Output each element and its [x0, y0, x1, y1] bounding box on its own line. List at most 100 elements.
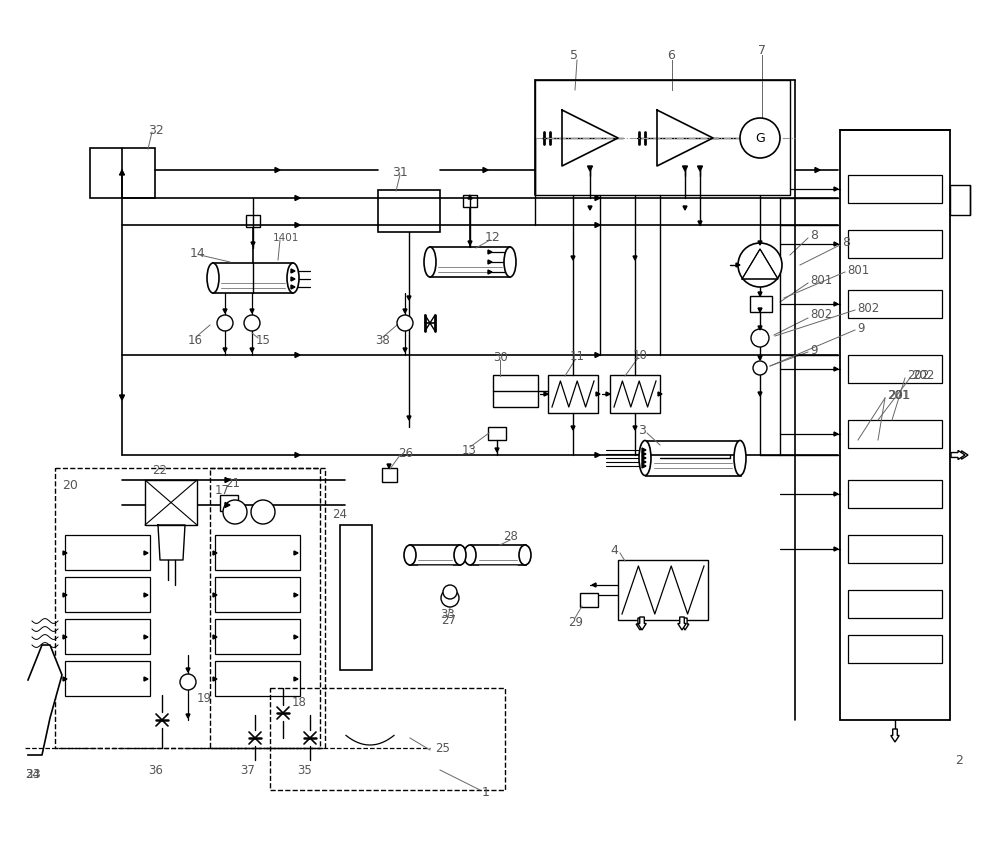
Bar	[463, 195, 477, 207]
Polygon shape	[742, 249, 778, 279]
Text: 23: 23	[25, 769, 41, 781]
Circle shape	[217, 315, 233, 331]
Bar	[246, 215, 260, 227]
Polygon shape	[294, 635, 298, 639]
Polygon shape	[291, 285, 295, 289]
Text: 9: 9	[810, 343, 818, 357]
Text: 14: 14	[190, 246, 206, 260]
FancyArrow shape	[681, 618, 689, 630]
Bar	[340, 525, 372, 670]
Bar	[215, 535, 300, 570]
Polygon shape	[834, 432, 838, 436]
Polygon shape	[403, 309, 407, 313]
Polygon shape	[144, 677, 148, 681]
Polygon shape	[403, 348, 407, 352]
Bar	[848, 355, 942, 383]
Polygon shape	[595, 223, 600, 228]
Polygon shape	[758, 356, 762, 360]
Polygon shape	[294, 677, 298, 681]
Text: G: G	[755, 131, 765, 145]
Polygon shape	[63, 593, 67, 597]
Text: 28: 28	[503, 531, 518, 543]
Polygon shape	[63, 551, 67, 555]
Text: 25: 25	[435, 742, 450, 754]
Bar	[215, 619, 300, 654]
Bar	[488, 427, 506, 440]
Polygon shape	[213, 551, 217, 555]
Bar	[610, 375, 660, 413]
FancyArrow shape	[951, 451, 965, 459]
Bar	[215, 661, 300, 696]
Text: 22: 22	[152, 463, 167, 477]
Polygon shape	[642, 456, 646, 460]
Polygon shape	[295, 452, 300, 458]
Bar	[848, 420, 942, 448]
Circle shape	[443, 585, 457, 599]
Text: 5: 5	[570, 49, 578, 61]
FancyArrow shape	[891, 729, 899, 742]
Polygon shape	[588, 166, 592, 171]
Polygon shape	[834, 187, 838, 191]
Polygon shape	[291, 269, 295, 273]
Polygon shape	[571, 426, 575, 430]
Ellipse shape	[287, 263, 299, 293]
Polygon shape	[488, 260, 492, 264]
Polygon shape	[657, 110, 713, 166]
Bar	[213, 263, 293, 293]
Bar	[471, 545, 526, 565]
Polygon shape	[642, 460, 646, 464]
Polygon shape	[698, 221, 702, 225]
Circle shape	[751, 329, 769, 347]
Polygon shape	[468, 195, 472, 199]
Bar	[535, 80, 790, 195]
Text: 8: 8	[810, 229, 818, 241]
Polygon shape	[295, 223, 300, 228]
Circle shape	[441, 589, 459, 607]
Bar	[646, 441, 741, 476]
Ellipse shape	[464, 545, 476, 565]
Text: 2: 2	[955, 754, 963, 766]
Polygon shape	[291, 277, 295, 281]
Polygon shape	[562, 110, 618, 166]
Polygon shape	[642, 464, 646, 468]
Text: 17: 17	[215, 484, 230, 496]
Polygon shape	[63, 635, 67, 639]
Bar	[430, 247, 510, 277]
Text: 31: 31	[392, 166, 408, 178]
Circle shape	[738, 243, 782, 287]
Bar	[382, 468, 397, 482]
Bar	[65, 619, 150, 654]
Bar	[270, 688, 505, 790]
Polygon shape	[633, 256, 637, 260]
Polygon shape	[592, 583, 596, 587]
Polygon shape	[144, 635, 148, 639]
Ellipse shape	[454, 545, 466, 565]
Bar	[493, 375, 538, 407]
Ellipse shape	[404, 545, 416, 565]
Bar	[220, 495, 238, 511]
Polygon shape	[213, 677, 217, 681]
Ellipse shape	[734, 441, 746, 475]
Polygon shape	[642, 452, 646, 456]
Bar	[848, 480, 942, 508]
Polygon shape	[544, 392, 548, 396]
Text: 11: 11	[570, 350, 585, 362]
Bar	[848, 290, 942, 318]
Ellipse shape	[207, 263, 219, 293]
Polygon shape	[223, 348, 227, 352]
Bar	[580, 593, 598, 607]
Text: 37: 37	[240, 764, 255, 776]
Bar	[848, 635, 942, 663]
Ellipse shape	[519, 545, 531, 565]
Polygon shape	[698, 166, 702, 171]
Text: 33: 33	[440, 609, 455, 621]
Polygon shape	[758, 292, 762, 296]
Text: 7: 7	[758, 44, 766, 56]
Polygon shape	[682, 166, 688, 171]
Text: 29: 29	[568, 616, 583, 628]
Polygon shape	[144, 593, 148, 597]
Bar	[145, 480, 197, 525]
Ellipse shape	[639, 441, 651, 475]
Bar	[548, 375, 598, 413]
Bar	[65, 535, 150, 570]
